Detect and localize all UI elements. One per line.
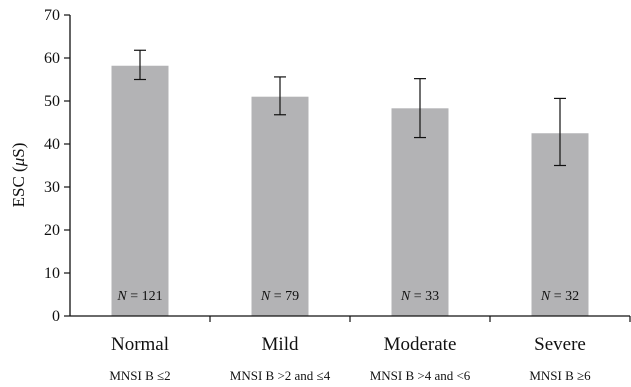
- sample-size-value: = 33: [410, 289, 439, 304]
- axes-layer: [64, 14, 631, 322]
- y-tick-label: 40: [44, 136, 60, 153]
- labels-layer: 0 10 20 30 40 50 60 70 N = 121 Normal MNSI B ≤2 N =…: [44, 7, 591, 383]
- y-axis-title-main: ESC (: [9, 166, 28, 207]
- sample-size-label: N = 33: [400, 289, 439, 304]
- x-category-label: Moderate: [384, 334, 457, 355]
- bar-normal: [111, 65, 169, 317]
- x-subcategory-label: MNSI B >2 and ≤4: [230, 368, 331, 383]
- x-category-label: Normal: [111, 334, 169, 355]
- y-tick-label: 0: [52, 308, 60, 325]
- sample-size-prefix: N: [260, 289, 271, 304]
- y-tick-label: 30: [44, 179, 60, 196]
- y-tick-label: 20: [44, 222, 60, 239]
- sample-size-prefix: N: [540, 289, 551, 304]
- x-subcategory-label: MNSI B ≤2: [109, 368, 170, 383]
- sample-size-value: = 32: [550, 289, 579, 304]
- y-axis-title: ESC (μS): [9, 143, 28, 208]
- y-axis-title-unit-symbol: μ: [9, 158, 28, 168]
- y-axis-title-group: ESC (μS): [9, 143, 28, 208]
- y-tick-label: 60: [44, 50, 60, 67]
- sample-size-value: = 79: [270, 289, 299, 304]
- x-category-label: Severe: [534, 334, 586, 355]
- y-tick-label: 10: [44, 265, 60, 282]
- y-axis-title-unit-rest: S): [9, 143, 28, 158]
- error-bars-layer: [134, 49, 566, 167]
- bar-moderate: [391, 108, 449, 316]
- sample-size-label: N = 32: [540, 289, 579, 304]
- bar-mild: [251, 96, 309, 316]
- x-subcategory-label: MNSI B >4 and <6: [370, 368, 471, 383]
- bars-layer: [111, 65, 589, 317]
- y-tick-label: 70: [44, 7, 60, 24]
- x-category-label: Mild: [262, 334, 299, 355]
- y-tick-label: 50: [44, 93, 60, 110]
- sample-size-prefix: N: [116, 289, 127, 304]
- sample-size-label: N = 79: [260, 289, 299, 304]
- sample-size-prefix: N: [400, 289, 411, 304]
- x-subcategory-label: MNSI B ≥6: [529, 368, 591, 383]
- sample-size-label: N = 121: [116, 289, 162, 304]
- sample-size-value: = 121: [127, 289, 163, 304]
